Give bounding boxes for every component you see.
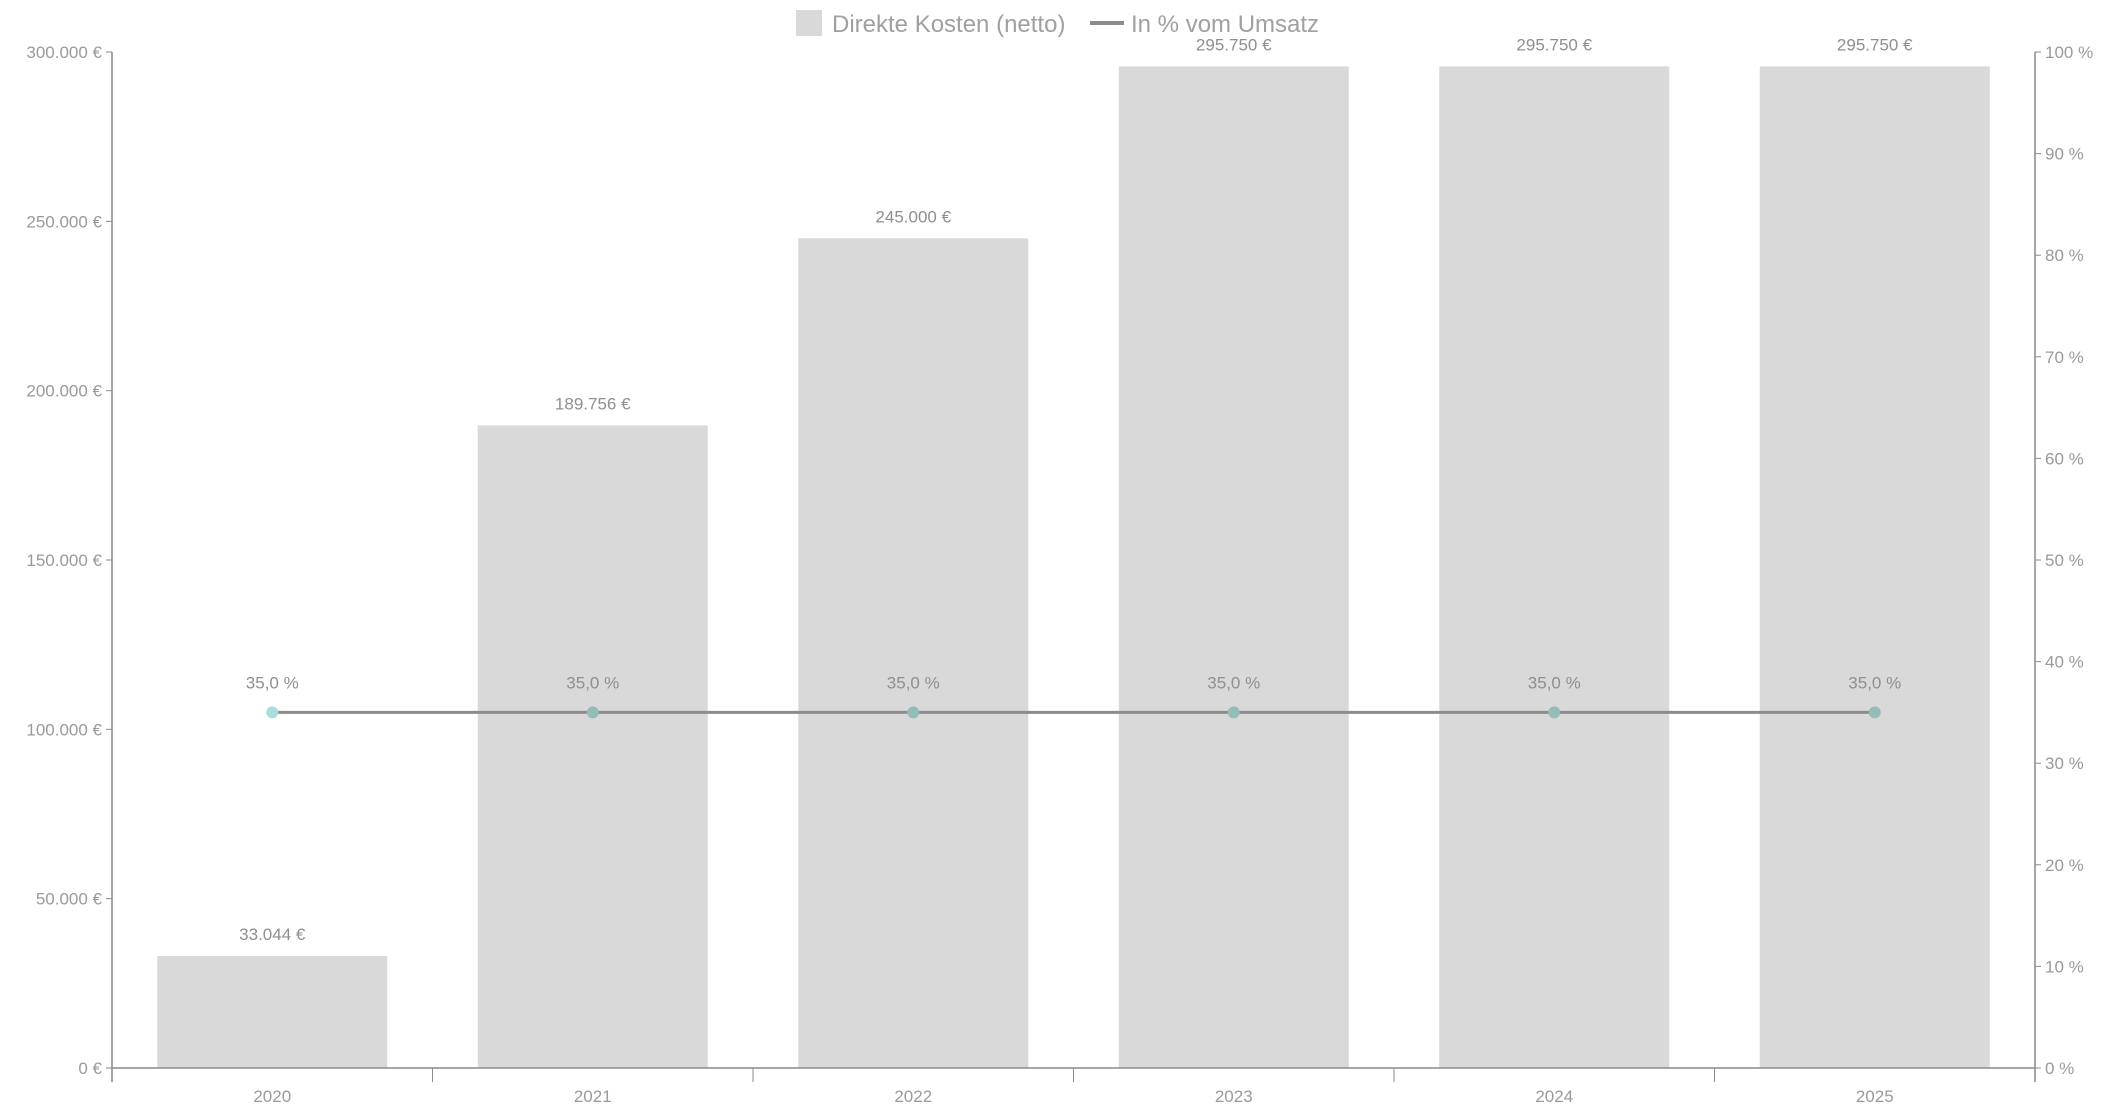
y-tick-label-right: 10 % xyxy=(2045,957,2084,976)
line-value-label: 35,0 % xyxy=(887,673,940,692)
y-tick-label-right: 90 % xyxy=(2045,145,2084,164)
line-value-label: 35,0 % xyxy=(1528,673,1581,692)
legend: Direkte Kosten (netto) In % vom Umsatz xyxy=(796,10,1319,38)
bar-value-label: 245.000 € xyxy=(875,207,951,226)
line-point-2021 xyxy=(586,706,599,719)
data-labels: 33.044 € 189.756 € 245.000 € 295.750 € 295.7… xyxy=(239,35,1913,944)
y-tick-label-right: 20 % xyxy=(2045,856,2084,875)
y-tick-label-right: 0 % xyxy=(2045,1059,2074,1078)
line-series xyxy=(266,706,1881,719)
y-tick-label-right: 80 % xyxy=(2045,246,2084,265)
bar-2023 xyxy=(1118,66,1349,1069)
line-point-2025 xyxy=(1868,706,1881,719)
line-value-label: 35,0 % xyxy=(1207,673,1260,692)
y-tick-label-left: 150.000 € xyxy=(26,551,102,570)
x-tick-label: 2020 xyxy=(253,1087,291,1106)
line-point-2022 xyxy=(907,706,920,719)
y-tick-label-left: 100.000 € xyxy=(26,720,102,739)
axes: 0 € 50.000 € 100.000 € 150.000 € 200.000 € 25… xyxy=(26,43,2093,1106)
y-tick-label-right: 100 % xyxy=(2045,43,2093,62)
y-tick-label-right: 70 % xyxy=(2045,348,2084,367)
line-point-2023 xyxy=(1227,706,1240,719)
y-tick-label-left: 200.000 € xyxy=(26,382,102,401)
y-tick-label-right: 60 % xyxy=(2045,449,2084,468)
bar-2025 xyxy=(1759,66,1990,1069)
line-value-label: 35,0 % xyxy=(246,673,299,692)
line-value-label: 35,0 % xyxy=(1848,673,1901,692)
x-tick-label: 2022 xyxy=(894,1087,932,1106)
y-tick-label-left: 0 € xyxy=(78,1059,102,1078)
legend-swatch-bar xyxy=(796,10,822,36)
bar-value-label: 189.756 € xyxy=(555,394,631,413)
x-tick-label: 2023 xyxy=(1215,1087,1253,1106)
y-tick-label-left: 50.000 € xyxy=(36,890,103,909)
legend-label-bar: Direkte Kosten (netto) xyxy=(832,11,1065,38)
x-tick-label: 2021 xyxy=(574,1087,612,1106)
bar-2021 xyxy=(477,425,708,1068)
y-tick-label-left: 250.000 € xyxy=(26,212,102,231)
y-tick-label-right: 50 % xyxy=(2045,551,2084,570)
y-tick-label-right: 40 % xyxy=(2045,653,2084,672)
line-value-label: 35,0 % xyxy=(566,673,619,692)
bar-value-label: 295.750 € xyxy=(1837,35,1913,54)
bar-2020 xyxy=(157,956,388,1068)
bar-series xyxy=(157,66,1990,1069)
bar-2024 xyxy=(1439,66,1670,1069)
y-tick-label-left: 300.000 € xyxy=(26,43,102,62)
line-point-2020 xyxy=(266,706,279,719)
bar-value-label: 295.750 € xyxy=(1196,35,1272,54)
bar-2022 xyxy=(798,238,1029,1068)
y-tick-label-right: 30 % xyxy=(2045,754,2084,773)
bar-value-label: 33.044 € xyxy=(239,925,306,944)
bar-value-label: 295.750 € xyxy=(1516,35,1592,54)
x-tick-label: 2024 xyxy=(1535,1087,1573,1106)
legend-label-line: In % vom Umsatz xyxy=(1131,11,1319,38)
line-point-2024 xyxy=(1548,706,1561,719)
x-tick-label: 2025 xyxy=(1856,1087,1894,1106)
